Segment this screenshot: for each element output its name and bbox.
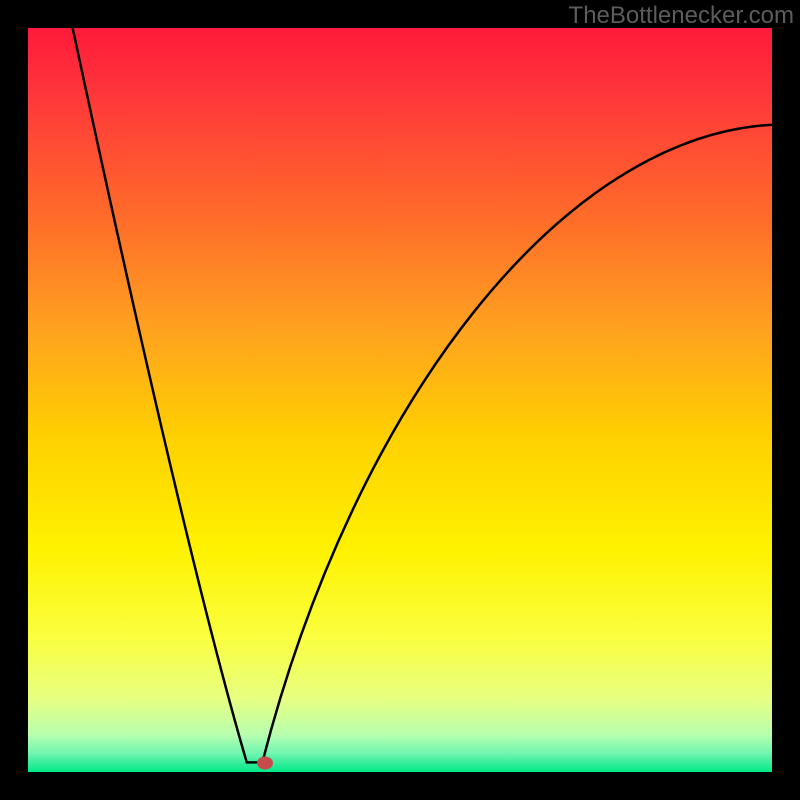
watermark-text: TheBottlenecker.com (569, 2, 794, 30)
bottleneck-curve (28, 28, 772, 772)
chart-container: TheBottlenecker.com (0, 0, 800, 800)
optimum-marker (257, 757, 273, 770)
plot-area (28, 28, 772, 772)
